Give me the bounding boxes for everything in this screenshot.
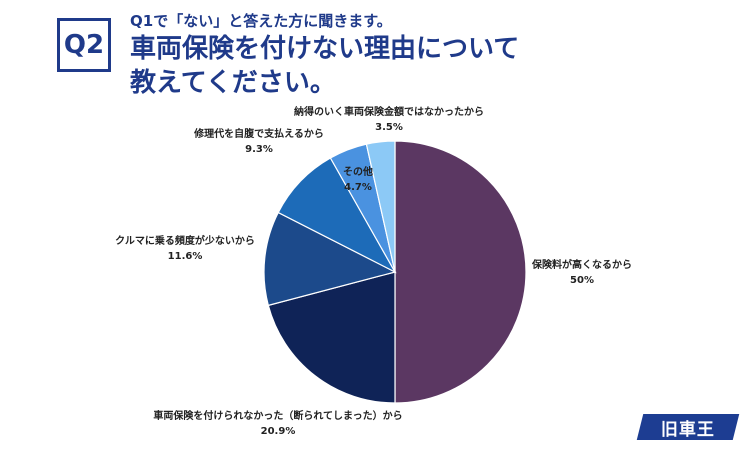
slice-label: クルマに乗る頻度が少ないから 11.6% bbox=[115, 234, 255, 264]
slice-label: 納得のいく車両保険金額ではなかったから 3.5% bbox=[294, 105, 484, 135]
question-title-line-2: 教えてください。 bbox=[130, 68, 336, 98]
pie-slice bbox=[365, 140, 396, 273]
slice-category-label: クルマに乗る頻度が少ないから bbox=[115, 236, 255, 247]
brand-logo-text: 旧車王 bbox=[661, 419, 715, 440]
slice-value-label: 4.7% bbox=[344, 182, 372, 193]
pie-slice bbox=[277, 157, 397, 274]
question-subtitle: Q1で「ない」と答えた方に聞きます。 bbox=[130, 12, 392, 30]
pie-slice bbox=[267, 271, 396, 404]
slice-label: 保険料が高くなるから 50% bbox=[532, 258, 632, 288]
slice-category-label: 納得のいく車両保険金額ではなかったから bbox=[294, 107, 484, 118]
slice-value-label: 11.6% bbox=[167, 251, 203, 262]
slice-value-label: 50% bbox=[570, 275, 594, 286]
slice-label: その他 4.7% bbox=[343, 165, 373, 195]
pie-slice bbox=[263, 211, 397, 307]
slice-value-label: 20.9% bbox=[260, 426, 296, 437]
slice-label: 修理代を自腹で支払えるから 9.3% bbox=[194, 127, 324, 157]
pie-slice bbox=[394, 140, 527, 404]
slice-label: 車両保険を付けられなかった（断られてしまった）から 20.9% bbox=[153, 409, 402, 439]
slice-category-label: 保険料が高くなるから bbox=[532, 260, 632, 271]
slice-value-label: 9.3% bbox=[245, 144, 273, 155]
question-title-line-1: 車両保険を付けない理由について bbox=[130, 34, 520, 64]
slice-value-label: 3.5% bbox=[375, 122, 403, 133]
slice-category-label: 修理代を自腹で支払えるから bbox=[194, 129, 324, 140]
slice-category-label: その他 bbox=[343, 167, 373, 178]
brand-logo: 旧車王 bbox=[636, 414, 740, 440]
question-badge: Q2 bbox=[57, 18, 111, 72]
question-title: 車両保険を付けない理由について 教えてください。 bbox=[130, 32, 519, 100]
slice-category-label: 車両保険を付けられなかった（断られてしまった）から bbox=[153, 411, 403, 422]
